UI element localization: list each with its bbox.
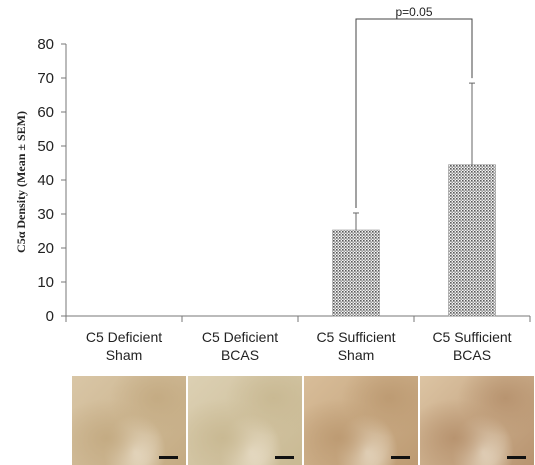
bar [332,229,380,317]
micrograph-panel [188,376,302,465]
y-tick-label: 60 [37,104,54,121]
scale-bar [507,456,526,459]
micrograph-panel [420,376,534,465]
x-tick-label: C5 Deficient [202,329,278,345]
x-tick-label: C5 Sufficient [432,329,511,345]
micrograph-panel [72,376,186,465]
x-tick-label: BCAS [221,347,259,363]
x-tick-label: C5 Sufficient [316,329,395,345]
x-tick-label: Sham [106,347,143,363]
y-tick-label: 0 [46,308,54,325]
x-tick-label: BCAS [453,347,491,363]
y-tick-label: 40 [37,172,54,189]
bar-chart: C5α Density (Mean ± SEM) 0 10 20 30 40 50 60 70… [14,5,531,363]
bar [448,164,496,317]
micrograph-panel [304,376,418,465]
significance-label: p=0.05 [395,5,432,19]
x-tick-label: Sham [338,347,375,363]
x-tick-label: C5 Deficient [86,329,162,345]
y-tick-label: 80 [37,36,54,53]
y-axis-label: C5α Density (Mean ± SEM) [14,111,28,253]
scale-bar [159,456,178,459]
scale-bar [391,456,410,459]
y-tick-label: 70 [37,70,54,87]
y-tick-label: 10 [37,274,54,291]
y-tick-label: 20 [37,240,54,257]
y-tick-label: 30 [37,206,54,223]
significance-bracket [355,18,473,208]
y-tick-label: 50 [37,138,54,155]
scale-bar [275,456,294,459]
